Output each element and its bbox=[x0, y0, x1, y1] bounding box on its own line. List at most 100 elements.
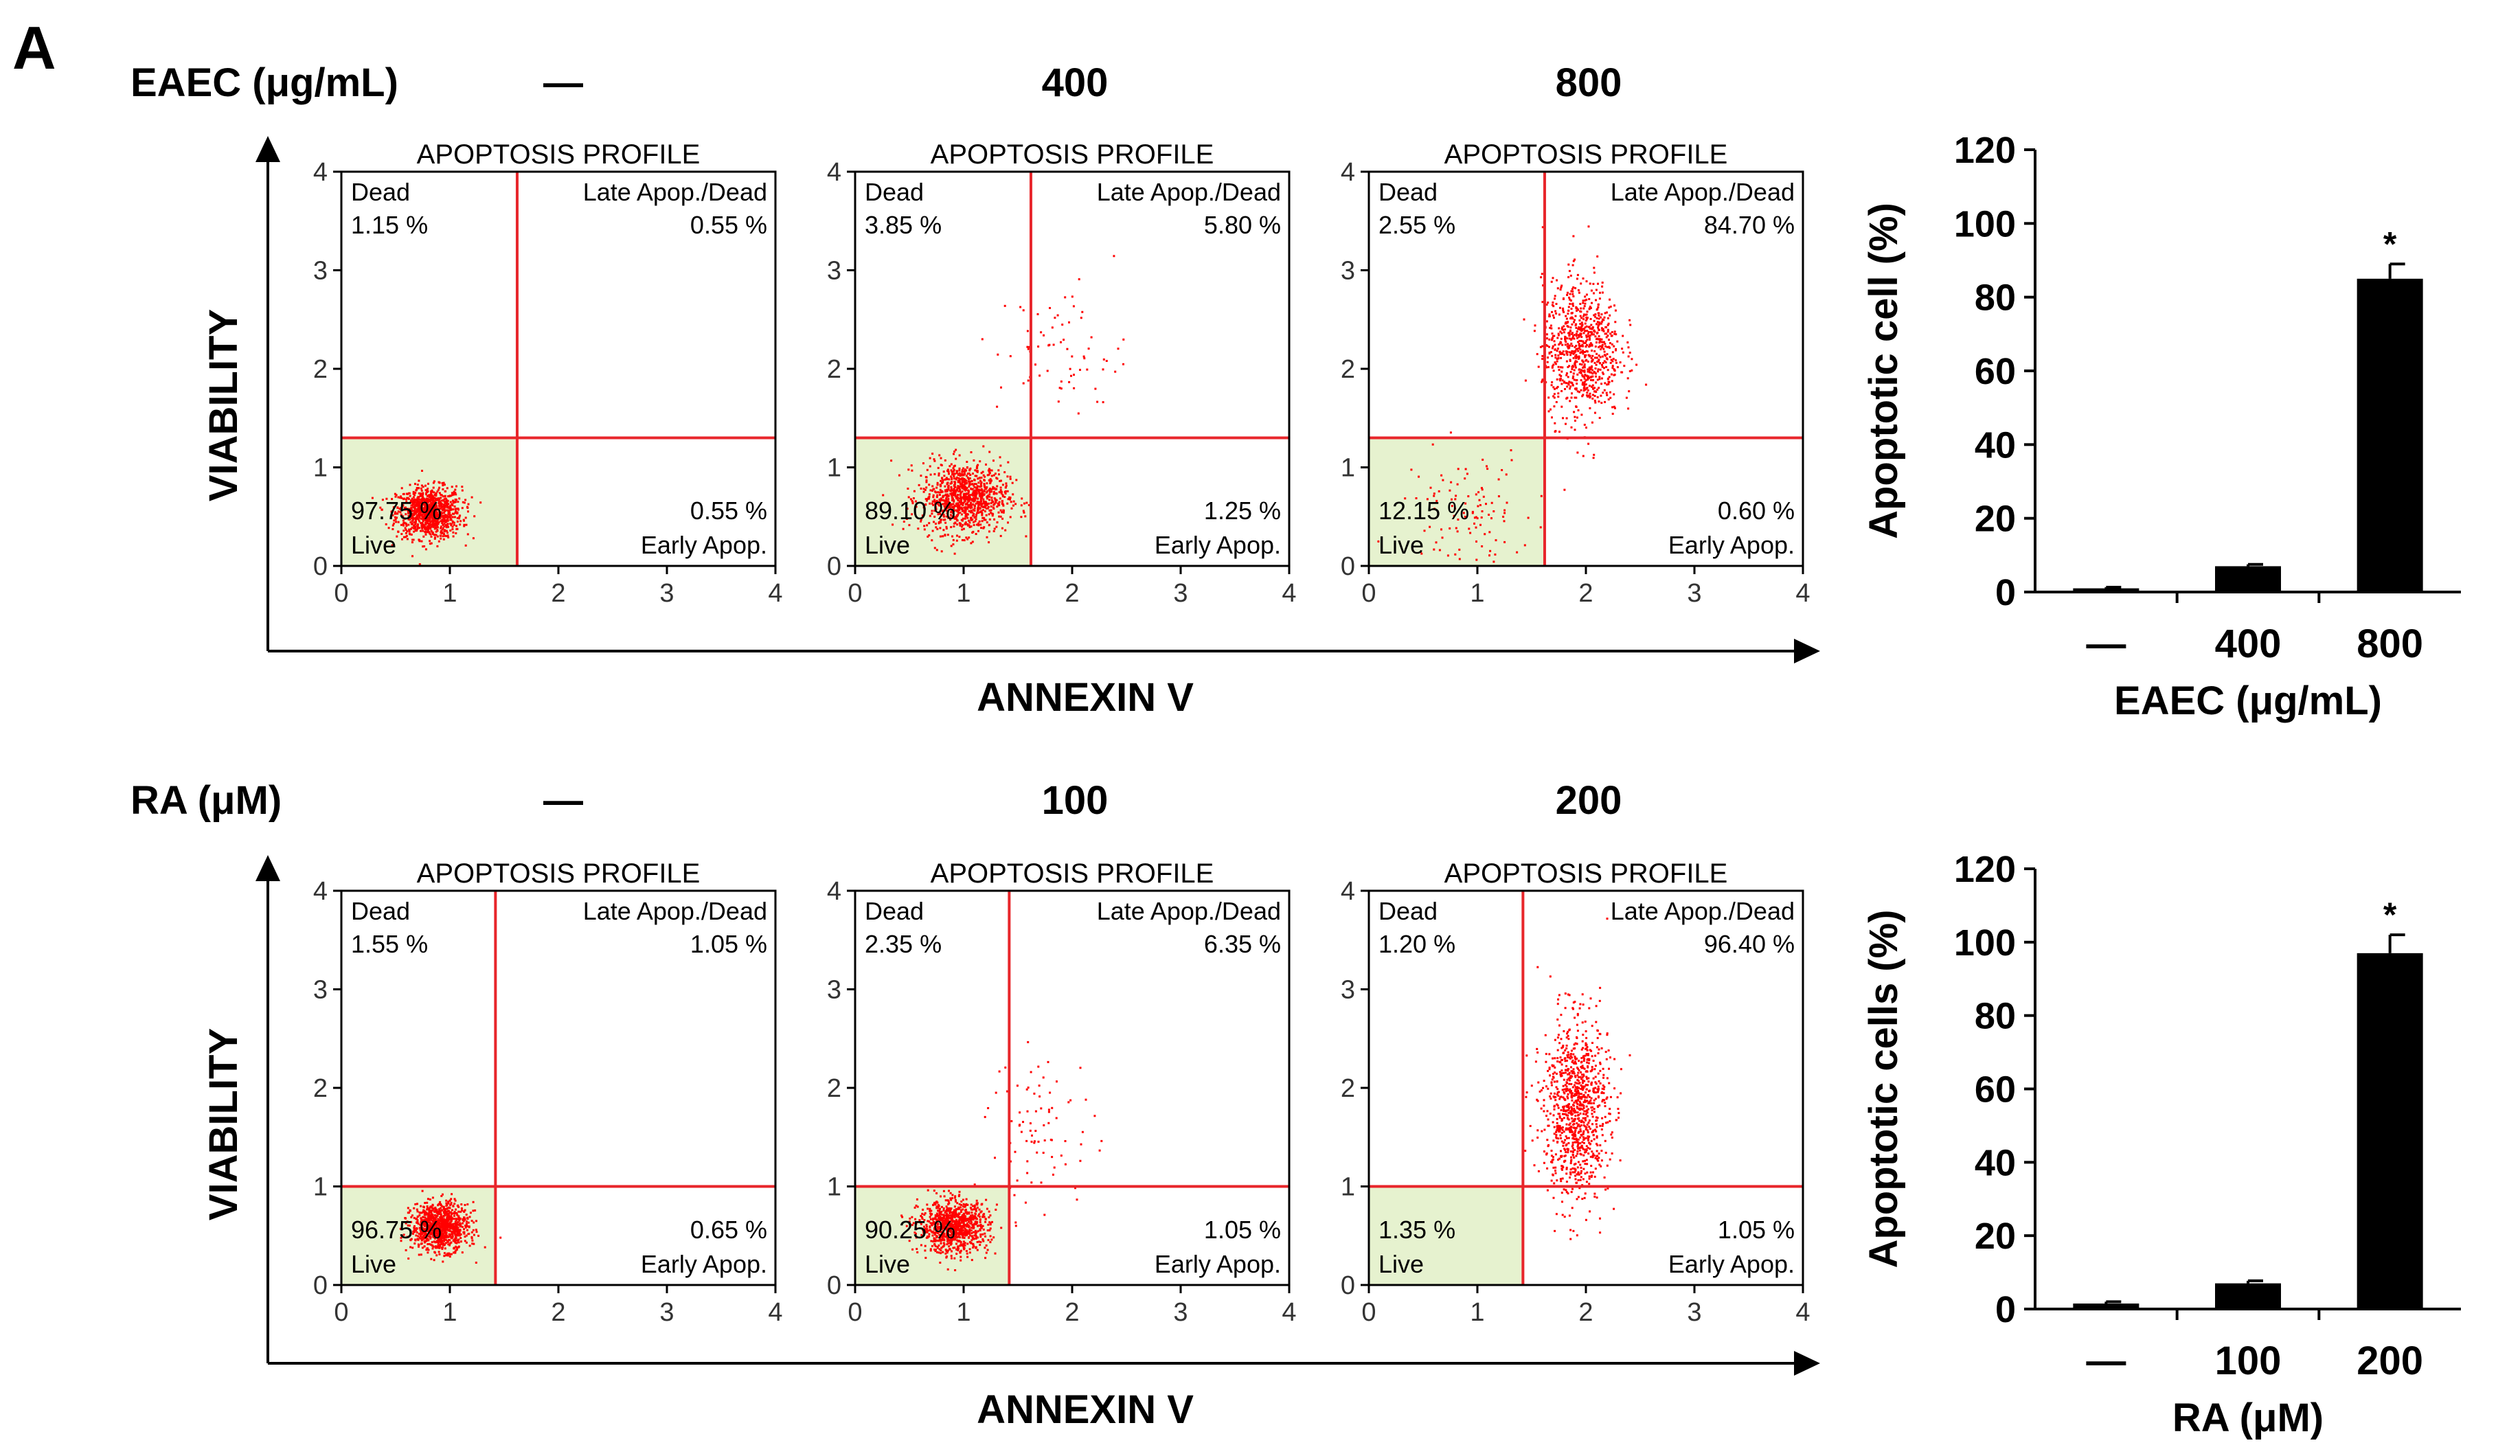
event-dot bbox=[470, 1231, 473, 1233]
event-dot bbox=[945, 499, 948, 501]
event-dot bbox=[426, 505, 429, 508]
event-dot bbox=[394, 512, 396, 515]
event-dot bbox=[423, 1220, 426, 1223]
event-dot bbox=[931, 539, 933, 542]
event-dot bbox=[1488, 554, 1490, 557]
event-dot bbox=[458, 1229, 461, 1232]
event-dot bbox=[957, 494, 960, 497]
event-dot bbox=[424, 521, 427, 524]
event-dot bbox=[440, 1235, 442, 1238]
event-dot bbox=[1550, 327, 1553, 330]
event-dot bbox=[446, 532, 449, 534]
event-dot bbox=[407, 1258, 410, 1260]
event-dot bbox=[1550, 384, 1553, 387]
event-dot bbox=[968, 477, 970, 480]
event-dot bbox=[1604, 312, 1607, 315]
event-dot bbox=[1588, 343, 1591, 346]
event-dot bbox=[420, 1217, 422, 1220]
event-dot bbox=[424, 1223, 427, 1226]
event-dot bbox=[964, 486, 966, 488]
event-dot bbox=[464, 1225, 466, 1227]
event-dot bbox=[1028, 504, 1030, 506]
event-dot bbox=[1542, 284, 1544, 287]
event-dot bbox=[908, 524, 911, 527]
event-dot bbox=[452, 531, 455, 534]
event-dot bbox=[970, 488, 973, 490]
event-dot bbox=[970, 525, 973, 528]
event-dot bbox=[437, 1247, 439, 1249]
event-dot bbox=[416, 1231, 418, 1233]
event-dot bbox=[413, 502, 416, 505]
event-dot bbox=[963, 478, 966, 480]
event-dot bbox=[427, 516, 429, 519]
event-dot bbox=[1577, 289, 1580, 292]
event-dot bbox=[407, 498, 410, 500]
event-dot bbox=[942, 1230, 945, 1233]
event-dot bbox=[1598, 417, 1601, 419]
event-dot bbox=[941, 477, 944, 480]
event-dot bbox=[1595, 391, 1598, 394]
event-dot bbox=[962, 467, 964, 470]
event-dot bbox=[397, 530, 400, 533]
live-label: Live bbox=[351, 1250, 396, 1278]
event-dot bbox=[938, 494, 941, 496]
event-dot bbox=[978, 477, 981, 479]
event-dot bbox=[954, 489, 957, 492]
event-dot bbox=[1505, 473, 1508, 476]
event-dot bbox=[1607, 380, 1610, 383]
event-dot bbox=[410, 533, 413, 536]
event-dot bbox=[440, 1229, 443, 1231]
event-dot bbox=[949, 1239, 951, 1242]
event-dot bbox=[396, 506, 399, 509]
event-dot bbox=[459, 1222, 462, 1225]
event-dot bbox=[420, 1220, 422, 1223]
event-dot bbox=[977, 512, 980, 514]
event-dot bbox=[418, 479, 420, 482]
event-dot bbox=[1591, 365, 1593, 367]
event-dot bbox=[955, 518, 958, 521]
event-dot bbox=[418, 520, 421, 523]
event-dot bbox=[905, 1225, 908, 1227]
event-dot bbox=[924, 1257, 927, 1259]
event-dot bbox=[965, 1198, 968, 1201]
event-dot bbox=[958, 1228, 960, 1231]
event-dot bbox=[941, 1233, 944, 1236]
event-dot bbox=[438, 481, 441, 484]
event-dot bbox=[979, 483, 982, 486]
event-dot bbox=[426, 491, 429, 493]
event-dot bbox=[963, 1214, 965, 1216]
y-axis-arrowhead bbox=[256, 855, 280, 881]
event-dot bbox=[438, 492, 441, 494]
event-dot bbox=[432, 514, 435, 517]
event-dot bbox=[1557, 392, 1560, 395]
event-dot bbox=[993, 527, 996, 530]
event-dot bbox=[413, 1216, 416, 1219]
event-dot bbox=[921, 514, 924, 517]
event-dot bbox=[1582, 381, 1585, 384]
event-dot bbox=[952, 1226, 955, 1229]
event-dot bbox=[416, 1215, 419, 1218]
event-dot bbox=[1478, 499, 1481, 501]
event-dot bbox=[424, 510, 427, 513]
event-dot bbox=[403, 508, 406, 511]
event-dot bbox=[962, 479, 964, 481]
event-dot bbox=[977, 507, 979, 510]
event-dot bbox=[414, 510, 417, 512]
event-dot bbox=[968, 536, 970, 539]
event-dot bbox=[939, 501, 942, 503]
event-dot bbox=[926, 524, 929, 527]
event-dot bbox=[443, 1255, 446, 1258]
event-dot bbox=[1576, 307, 1578, 310]
event-dot bbox=[430, 1233, 433, 1236]
event-dot bbox=[438, 503, 441, 505]
event-dot bbox=[977, 1214, 979, 1217]
event-dot bbox=[1581, 395, 1584, 398]
event-dot bbox=[913, 1231, 916, 1234]
event-dot bbox=[922, 488, 925, 490]
event-dot bbox=[912, 497, 915, 499]
event-dot bbox=[433, 534, 436, 536]
event-dot bbox=[442, 1215, 445, 1217]
event-dot bbox=[945, 515, 948, 518]
event-dot bbox=[424, 531, 427, 534]
event-dot bbox=[966, 1255, 969, 1258]
